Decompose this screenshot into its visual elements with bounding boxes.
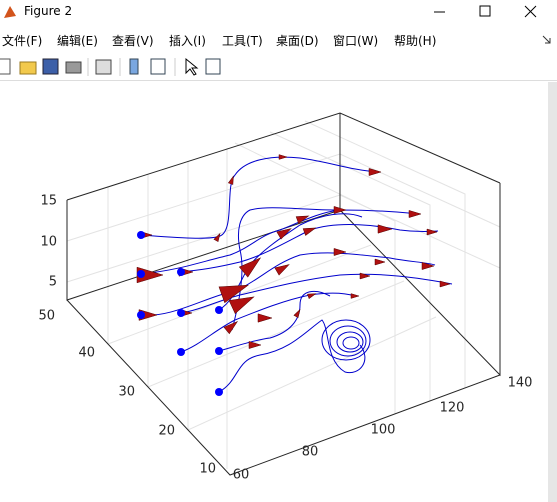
plot-area: 15 10 5 50 40 30 20 10 60 80 100 120 140	[38, 82, 557, 502]
x-tick-label: 100	[371, 423, 396, 438]
dock-icon[interactable]	[540, 33, 554, 47]
menu-item[interactable]: 工具(T)	[222, 34, 263, 48]
print-icon[interactable]	[65, 61, 82, 74]
x-tick-label: 80	[302, 445, 319, 460]
grid	[66, 120, 501, 469]
z-tick-label: 10	[40, 235, 57, 250]
start-points	[137, 231, 223, 396]
y-tick-label: 20	[158, 424, 175, 439]
axes-box	[66, 112, 501, 476]
open-icon[interactable]	[19, 61, 37, 75]
link-icon[interactable]	[95, 59, 112, 75]
menu-item[interactable]: 编辑(E)	[57, 34, 98, 48]
z-tick-label: 15	[40, 194, 57, 209]
cone	[421, 262, 435, 270]
title-bar-icons	[4, 5, 537, 18]
cone	[278, 154, 288, 160]
menu-item[interactable]: 文件(F)	[2, 34, 43, 48]
window-edge	[548, 82, 557, 502]
menu-item[interactable]: 查看(V)	[112, 34, 154, 48]
cone	[368, 168, 382, 176]
cone	[302, 227, 317, 236]
y-tick-label: 30	[118, 385, 135, 400]
cones	[136, 154, 451, 349]
pointer-icon[interactable]	[185, 57, 199, 76]
cone	[276, 228, 292, 240]
z-tick-label: 5	[49, 275, 57, 290]
cone	[228, 296, 255, 315]
window-title: Figure 2	[24, 4, 73, 18]
cone	[333, 248, 347, 256]
save-icon[interactable]	[42, 58, 59, 75]
cone	[307, 293, 317, 300]
title-bar: Figure 2	[0, 0, 557, 26]
cone	[295, 215, 310, 224]
axes-3d: 15 10 5 50 40 30 20 10 60 80 100 120 140	[38, 112, 533, 483]
cone	[439, 280, 451, 288]
y-tick-label: 10	[199, 462, 216, 477]
toolbar-icons	[0, 57, 221, 76]
x-tick-label: 120	[440, 401, 465, 416]
x-tick-label: 140	[508, 376, 533, 391]
cone	[408, 210, 422, 218]
cone	[238, 257, 262, 278]
cone	[257, 313, 273, 323]
cone	[426, 228, 438, 236]
menu-bar: 文件(F) 编辑(E) 查看(V) 插入(I) 工具(T) 桌面(D) 窗口(W…	[0, 30, 557, 50]
close-button[interactable]	[524, 5, 537, 18]
cone	[227, 175, 234, 185]
colorbar-icon[interactable]	[129, 58, 139, 75]
cone	[350, 293, 360, 299]
cone	[333, 206, 347, 214]
cone	[293, 308, 301, 319]
y-tick-label: 50	[38, 309, 55, 324]
cone	[213, 232, 221, 243]
maximize-button[interactable]	[479, 5, 491, 17]
cone	[359, 272, 371, 280]
menu-item[interactable]: 帮助(H)	[394, 34, 437, 48]
cone	[223, 320, 239, 335]
property-icon[interactable]	[205, 58, 221, 75]
cone	[248, 341, 262, 349]
cone	[374, 258, 386, 266]
app-icon	[4, 6, 16, 18]
y-tick-label: 40	[78, 346, 95, 361]
cone	[218, 284, 249, 304]
menu-item[interactable]: 桌面(D)	[276, 34, 319, 48]
x-tick-label: 60	[233, 468, 250, 483]
menu-item[interactable]: 窗口(W)	[333, 34, 379, 48]
menu-item[interactable]: 插入(I)	[169, 34, 206, 48]
legend-icon[interactable]	[150, 58, 166, 75]
new-icon[interactable]	[0, 58, 11, 75]
toolbar	[0, 54, 557, 81]
cone	[377, 224, 393, 234]
cone	[274, 264, 290, 276]
